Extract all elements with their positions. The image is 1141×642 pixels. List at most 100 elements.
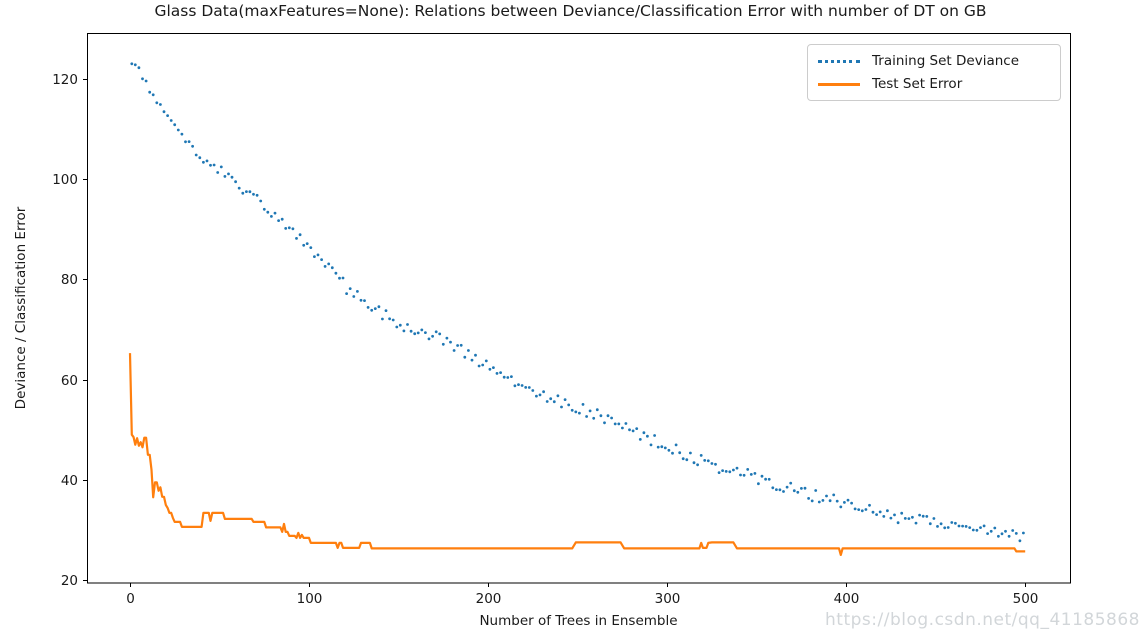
training-deviance-dot — [699, 454, 703, 457]
training-deviance-dot — [771, 486, 775, 490]
test-error-line — [128, 353, 1026, 557]
training-deviance-dot — [950, 521, 954, 524]
training-deviance-dot — [918, 513, 921, 517]
training-deviance-series — [130, 62, 1025, 543]
training-deviance-dot — [352, 295, 356, 298]
training-deviance-dot — [882, 515, 886, 518]
training-deviance-dot — [556, 394, 560, 398]
training-deviance-dot — [574, 410, 578, 414]
training-deviance-dot — [452, 349, 456, 352]
training-deviance-dot — [706, 459, 710, 463]
training-deviance-dot — [484, 359, 488, 363]
training-deviance-dot — [839, 505, 843, 509]
training-deviance-dot — [975, 528, 979, 532]
training-deviance-dot — [624, 422, 628, 425]
training-deviance-dot — [671, 451, 674, 455]
training-deviance-dot — [492, 366, 495, 369]
training-deviance-dot — [245, 190, 248, 194]
training-deviance-dot — [477, 364, 481, 368]
training-deviance-dot — [513, 384, 517, 388]
training-deviance-dot — [363, 299, 366, 302]
legend-label-training-deviance: Training Set Deviance — [872, 53, 1020, 69]
training-deviance-dot — [896, 521, 900, 525]
training-deviance-dot — [832, 493, 836, 497]
training-deviance-dot — [610, 416, 613, 420]
training-deviance-dot — [538, 393, 542, 397]
training-deviance-dot — [728, 470, 732, 474]
training-deviance-dot — [957, 524, 961, 528]
x-tick-label: 0 — [126, 591, 135, 607]
training-deviance-dot — [570, 408, 574, 412]
training-deviance-dot — [642, 431, 646, 435]
training-deviance-dot — [173, 123, 177, 127]
training-deviance-dot — [169, 119, 173, 122]
training-deviance-dot — [542, 390, 545, 394]
training-deviance-dot — [692, 461, 696, 465]
test-error-line-sample — [818, 82, 860, 86]
training-deviance-dot — [764, 477, 767, 481]
training-deviance-dot — [1022, 531, 1025, 535]
training-deviance-dot — [148, 90, 152, 94]
training-deviance-dot — [535, 394, 538, 398]
training-deviance-dot — [341, 276, 345, 280]
training-deviance-dot — [678, 451, 682, 455]
x-axis-label: Number of Trees in Ensemble — [479, 613, 678, 629]
training-deviance-dot — [817, 500, 821, 504]
training-deviance-dot — [531, 389, 535, 392]
training-deviance-dot — [606, 414, 610, 418]
training-deviance-dot — [413, 332, 417, 336]
training-deviance-dot — [936, 525, 939, 528]
watermark: https://blog.csdn.net/qq_41185868 — [825, 610, 1140, 630]
training-deviance-dot — [502, 375, 506, 379]
training-deviance-dot — [327, 262, 331, 266]
training-deviance-dot — [613, 422, 617, 426]
training-deviance-dot — [445, 336, 449, 340]
plot-frame — [87, 33, 1071, 584]
training-deviance-dot — [689, 451, 692, 455]
training-deviance-dot — [785, 485, 789, 489]
training-deviance-dot — [266, 210, 270, 214]
training-deviance-dot — [982, 524, 986, 528]
training-deviance-dot — [441, 342, 445, 346]
training-deviance-dot — [270, 215, 273, 218]
training-deviance-dot — [373, 307, 377, 310]
training-deviance-dot — [825, 494, 828, 498]
training-deviance-dot — [649, 443, 653, 447]
training-deviance-dot — [223, 175, 227, 178]
training-deviance-dot — [1011, 529, 1015, 532]
training-deviance-dot — [986, 532, 989, 535]
y-tick-label: 60 — [61, 373, 78, 389]
training-deviance-dot — [735, 466, 739, 470]
x-tick-label: 200 — [476, 591, 502, 607]
training-deviance-dot — [320, 258, 323, 261]
training-deviance-dot — [943, 526, 947, 530]
training-deviance-dot — [889, 516, 893, 520]
training-deviance-dot — [130, 62, 134, 66]
x-tick-label: 300 — [655, 591, 681, 607]
training-deviance-dot — [280, 217, 284, 221]
training-deviance-dot — [1007, 534, 1011, 538]
training-deviance-dot — [925, 515, 929, 518]
training-deviance-dot — [660, 445, 664, 449]
training-deviance-dot — [860, 509, 864, 513]
training-deviance-dot — [803, 486, 807, 490]
training-deviance-dot — [377, 305, 381, 309]
training-deviance-dot — [810, 499, 814, 503]
y-tick-label: 20 — [61, 573, 78, 589]
training-deviance-dot — [714, 462, 717, 466]
training-deviance-dot — [821, 499, 825, 502]
training-deviance-dot — [248, 190, 252, 194]
training-deviance-dot — [886, 509, 889, 513]
training-deviance-dot — [356, 290, 359, 293]
legend-entry-test-error: Test Set Error — [818, 76, 1050, 92]
training-deviance-dot — [914, 521, 918, 525]
training-deviance-dot — [434, 330, 438, 334]
training-deviance-dot — [141, 77, 144, 81]
training-deviance-dot — [796, 490, 800, 494]
training-deviance-dot — [298, 233, 302, 237]
training-deviance-dot — [911, 515, 914, 519]
training-deviance-dot — [663, 446, 667, 450]
training-deviance-dot — [359, 298, 363, 302]
training-deviance-dot — [370, 308, 374, 312]
